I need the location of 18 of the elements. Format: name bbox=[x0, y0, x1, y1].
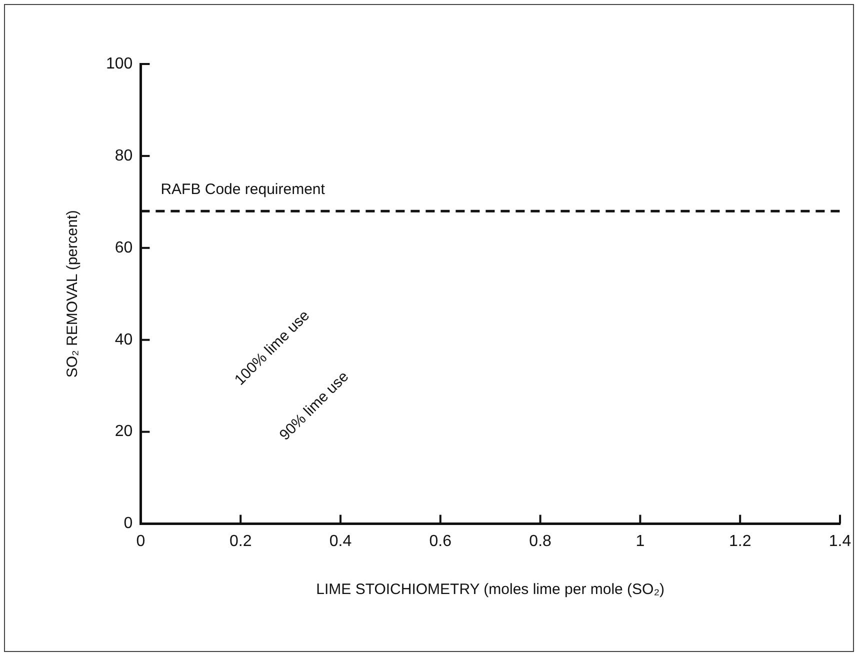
x-tick-label: 0.4 bbox=[329, 532, 352, 550]
x-tick-label: 0 bbox=[136, 532, 146, 550]
x-tick-label: 1 bbox=[636, 532, 645, 550]
y-tick-label: 100 bbox=[106, 55, 133, 72]
x-tick-label: 1.2 bbox=[728, 532, 752, 550]
y-tick-label: 80 bbox=[114, 147, 133, 164]
ref-line-label: RAFB Code requirement bbox=[160, 180, 326, 198]
y-tick-label: 20 bbox=[114, 423, 133, 440]
annotation: 90% lime use bbox=[276, 368, 352, 444]
x-axis-title: LIME STOICHIOMETRY (moles lime per mole (SO₂) bbox=[316, 581, 665, 598]
y-axis-title: SO₂ REMOVAL (percent) bbox=[64, 210, 82, 378]
y-tick-label: 40 bbox=[114, 331, 133, 348]
x-tick-label: 0.2 bbox=[229, 532, 252, 550]
y-tick-label: 0 bbox=[124, 515, 133, 532]
x-tick-label: 0.6 bbox=[429, 532, 452, 550]
x-tick-label: 1.4 bbox=[828, 532, 852, 550]
x-tick-label: 0.8 bbox=[529, 532, 552, 550]
y-tick-label: 60 bbox=[114, 239, 133, 256]
